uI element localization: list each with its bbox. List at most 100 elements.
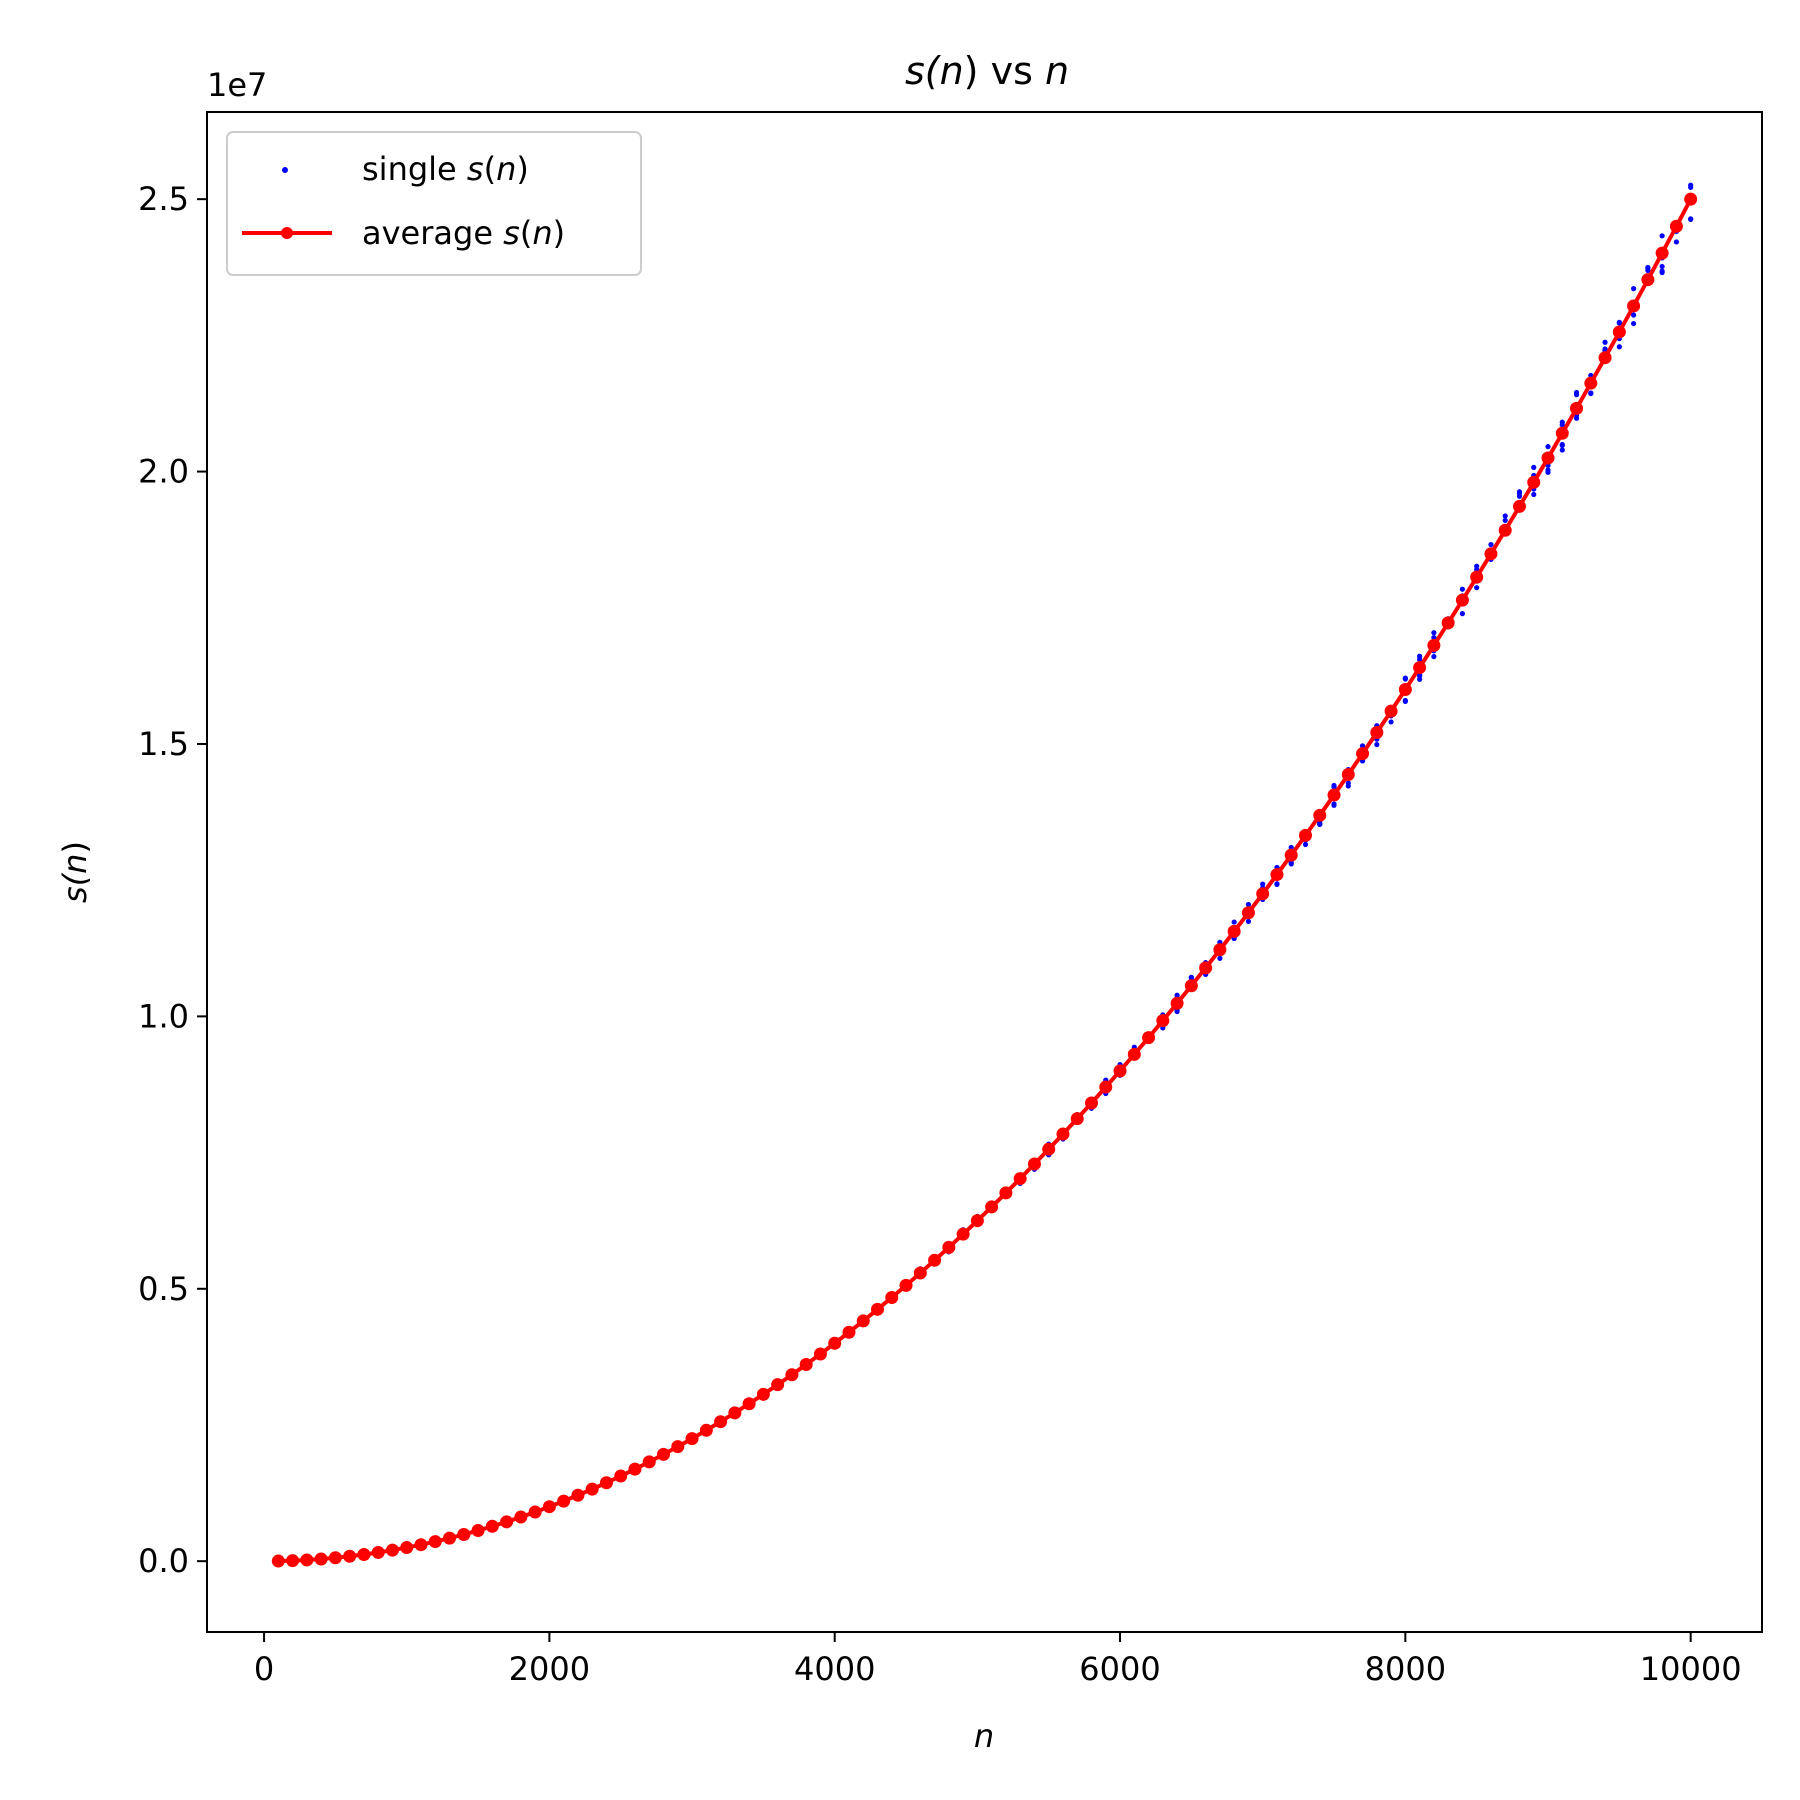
average-point (1612, 325, 1626, 339)
average-point (1384, 704, 1398, 718)
average-point (542, 1500, 556, 1514)
average-point (571, 1488, 585, 1502)
average-point (899, 1278, 913, 1292)
single-point (1317, 821, 1323, 827)
average-point (856, 1314, 870, 1328)
title-post: ) vs (964, 49, 1045, 93)
single-point (1559, 447, 1565, 453)
average-point (1641, 273, 1655, 287)
single-point (1245, 901, 1252, 908)
average-series (271, 192, 1698, 1568)
average-point (1512, 499, 1526, 513)
legend-average-label: average s(n) (362, 214, 565, 252)
average-point (1270, 868, 1284, 882)
single-point (1659, 269, 1665, 276)
single-point (1402, 697, 1408, 704)
single-point (1588, 390, 1594, 397)
single-point (1459, 586, 1466, 592)
average-point (1627, 299, 1641, 313)
single-point (1631, 312, 1637, 318)
average-point (756, 1387, 770, 1401)
single-point (1602, 339, 1608, 345)
single-point (1531, 464, 1537, 470)
single-point (1659, 233, 1665, 239)
single-point (1616, 344, 1622, 350)
average-point (728, 1406, 742, 1420)
average-point (343, 1549, 357, 1563)
average-point (557, 1494, 571, 1508)
average-point (871, 1302, 885, 1316)
single-point (1631, 286, 1637, 292)
average-point (614, 1469, 628, 1483)
average-point (528, 1505, 542, 1519)
y-tick-label: 1.5 (138, 725, 189, 763)
legend-single-label: single s(n) (362, 150, 529, 188)
average-point (271, 1554, 285, 1568)
average-point (685, 1432, 699, 1446)
single-point (1417, 653, 1423, 659)
average-point (657, 1447, 671, 1461)
average-point (1170, 996, 1184, 1010)
single-point (1502, 517, 1508, 523)
y-label-pre: s( (56, 872, 94, 903)
single-point (1345, 780, 1351, 786)
average-point (828, 1336, 842, 1350)
legend-average-marker (281, 227, 293, 239)
title-var2: n (1045, 49, 1069, 93)
average-point (471, 1524, 485, 1538)
average-point (885, 1290, 899, 1304)
y-axis-label: s(n) (56, 841, 94, 903)
y-tick-label: 1.0 (138, 997, 189, 1035)
single-point (1502, 513, 1508, 519)
average-point (585, 1482, 599, 1496)
average-point (1241, 906, 1255, 920)
legend: single s(n) average s(n) (226, 131, 642, 276)
y-tick-label: 2.5 (138, 180, 189, 218)
single-point (1631, 320, 1637, 327)
y-tick-label: 0.0 (138, 1542, 189, 1580)
average-point (300, 1553, 314, 1567)
average-point (1027, 1157, 1041, 1171)
average-point (1398, 682, 1412, 696)
average-point (913, 1266, 927, 1280)
average-point (771, 1378, 785, 1392)
average-point (928, 1253, 942, 1267)
y-label-post: ) (56, 841, 94, 853)
single-point (1474, 563, 1480, 569)
average-point (314, 1552, 328, 1566)
single-point (1245, 918, 1252, 924)
average-point (1370, 726, 1384, 740)
single-point (1474, 585, 1480, 591)
average-point (1056, 1127, 1070, 1141)
single-point (1288, 861, 1294, 867)
average-point (1455, 593, 1469, 607)
legend-single-marker (282, 167, 288, 173)
legend-box (226, 131, 642, 276)
y-tick-label: 2.0 (138, 453, 189, 491)
x-tick-label: 2000 (509, 1650, 590, 1688)
average-point (1227, 924, 1241, 938)
average-point (1213, 943, 1227, 957)
average-point (628, 1462, 642, 1476)
title-var: n (940, 49, 964, 93)
average-point (1441, 616, 1455, 630)
single-point (1402, 675, 1408, 681)
average-point (1199, 961, 1213, 975)
single-point (1217, 955, 1223, 961)
average-point (1527, 475, 1541, 489)
average-point (1313, 808, 1327, 822)
average-point (1427, 638, 1441, 652)
single-point (1588, 372, 1594, 379)
average-point (385, 1543, 399, 1557)
average-point (1156, 1014, 1170, 1028)
single-point (1516, 489, 1523, 495)
average-point (699, 1423, 713, 1437)
single-point (1573, 415, 1580, 421)
single-point (1559, 422, 1565, 428)
average-point (1013, 1172, 1027, 1186)
average-point (1555, 426, 1569, 440)
single-point (1274, 881, 1280, 887)
average-point (813, 1347, 827, 1361)
single-point (1331, 782, 1337, 789)
average-point (1655, 246, 1669, 260)
